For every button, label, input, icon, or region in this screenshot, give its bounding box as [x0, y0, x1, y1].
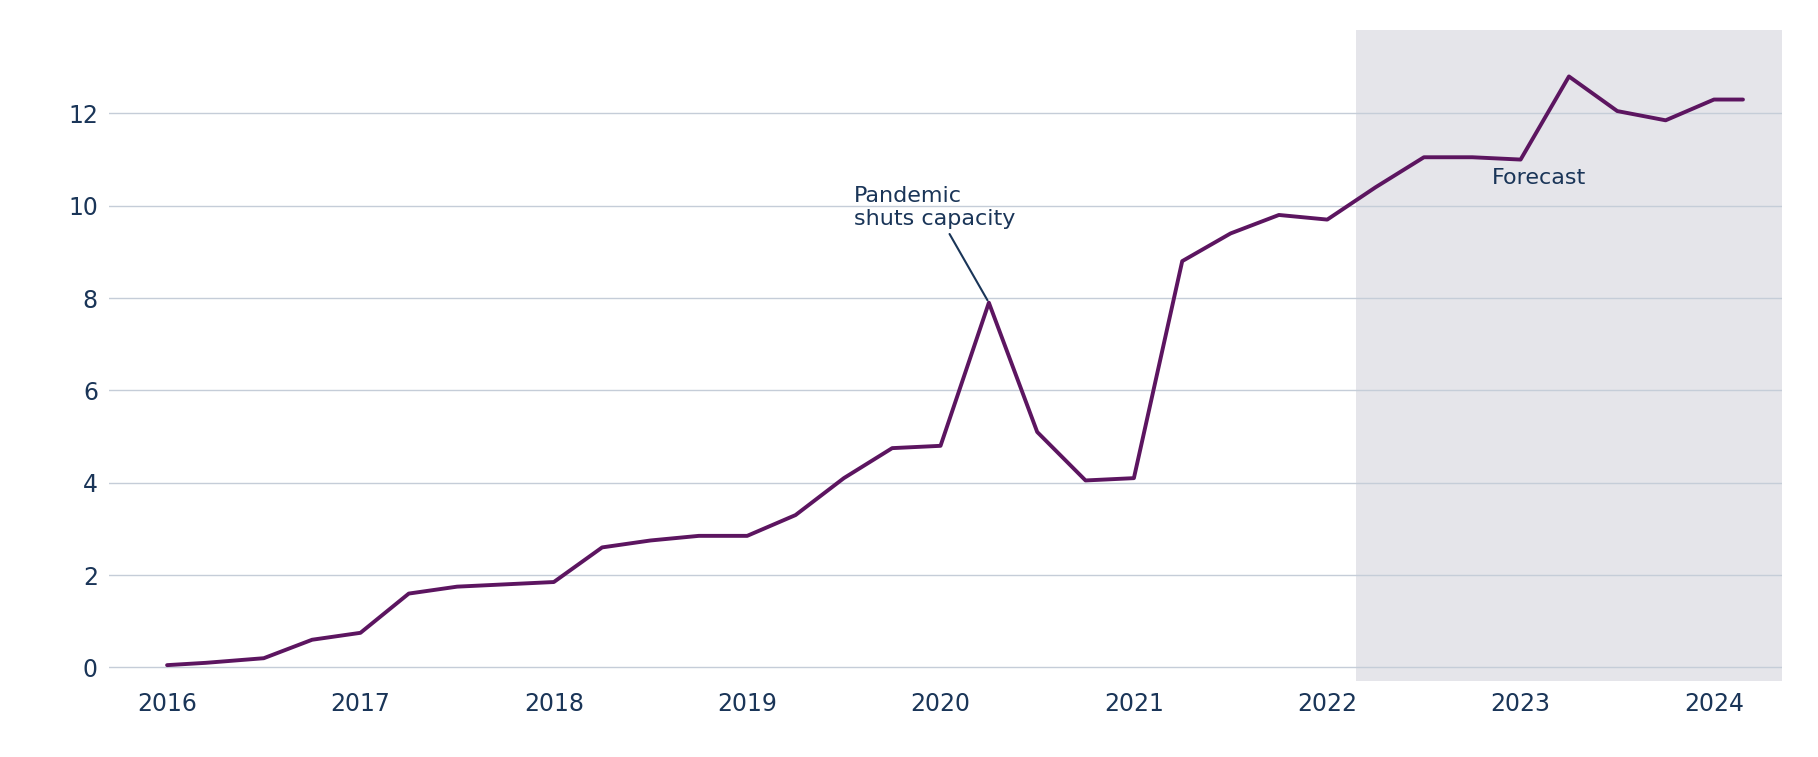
- Text: Pandemic
shuts capacity: Pandemic shuts capacity: [853, 185, 1014, 301]
- Text: Forecast: Forecast: [1491, 168, 1585, 188]
- Bar: [1356, 30, 1782, 681]
